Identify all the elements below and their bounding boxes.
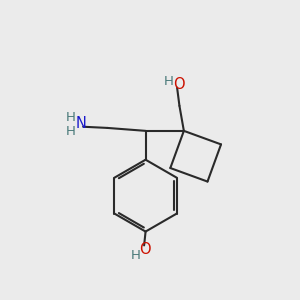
Text: N: N [76, 116, 87, 131]
Text: H: H [163, 75, 173, 88]
Text: H: H [66, 125, 75, 138]
Text: O: O [173, 77, 185, 92]
Text: H: H [66, 111, 75, 124]
Text: H: H [130, 249, 140, 262]
Text: O: O [139, 242, 151, 257]
